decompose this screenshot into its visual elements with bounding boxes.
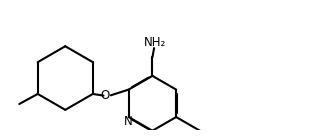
Text: N: N: [124, 115, 132, 128]
Text: NH₂: NH₂: [144, 35, 166, 49]
Text: O: O: [100, 89, 110, 102]
